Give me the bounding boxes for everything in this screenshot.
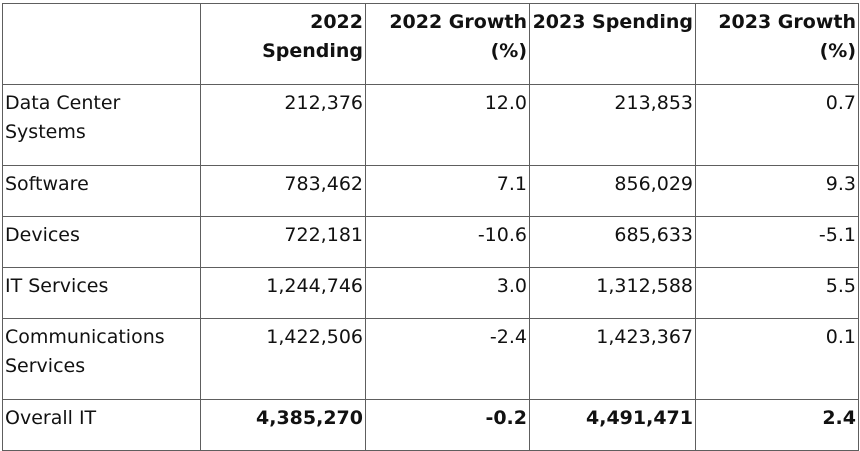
cell-2022-spending: 4,385,270 xyxy=(200,399,366,451)
table-row: IT Services 1,244,746 3.0 1,312,588 5.5 xyxy=(2,267,859,319)
table-row: Data Center Systems 212,376 12.0 213,853… xyxy=(2,84,859,166)
cell-2023-growth: 0.7 xyxy=(695,84,859,166)
cell-2023-growth: 0.1 xyxy=(695,318,859,400)
cell-2023-spending: 4,491,471 xyxy=(529,399,696,451)
table-row: Software 783,462 7.1 856,029 9.3 xyxy=(2,165,859,217)
row-label: IT Services xyxy=(2,267,201,319)
row-label: Overall IT xyxy=(2,399,201,451)
row-label: Software xyxy=(2,165,201,217)
header-2023-growth: 2023 Growth (%) xyxy=(695,3,859,85)
cell-2022-growth: -2.4 xyxy=(365,318,530,400)
cell-2022-spending: 212,376 xyxy=(200,84,366,166)
cell-2023-growth: 9.3 xyxy=(695,165,859,217)
cell-2023-spending: 1,312,588 xyxy=(529,267,696,319)
cell-2022-growth: -0.2 xyxy=(365,399,530,451)
cell-2023-growth: -5.1 xyxy=(695,216,859,268)
cell-2022-spending: 722,181 xyxy=(200,216,366,268)
row-label: Devices xyxy=(2,216,201,268)
cell-2022-spending: 1,244,746 xyxy=(200,267,366,319)
table-row: Devices 722,181 -10.6 685,633 -5.1 xyxy=(2,216,859,268)
cell-2022-growth: -10.6 xyxy=(365,216,530,268)
header-blank xyxy=(2,3,201,85)
cell-2023-spending: 1,423,367 xyxy=(529,318,696,400)
cell-2022-growth: 12.0 xyxy=(365,84,530,166)
cell-2023-growth: 2.4 xyxy=(695,399,859,451)
row-label: Data Center Systems xyxy=(2,84,201,166)
table-row: Communications Services 1,422,506 -2.4 1… xyxy=(2,318,859,400)
cell-2022-spending: 783,462 xyxy=(200,165,366,217)
row-label: Communications Services xyxy=(2,318,201,400)
cell-2023-spending: 213,853 xyxy=(529,84,696,166)
cell-2022-growth: 3.0 xyxy=(365,267,530,319)
header-2022-spending: 2022 Spending xyxy=(200,3,366,85)
cell-2023-growth: 5.5 xyxy=(695,267,859,319)
cell-2023-spending: 685,633 xyxy=(529,216,696,268)
header-row: 2022 Spending 2022 Growth (%) 2023 Spend… xyxy=(2,3,859,85)
cell-2023-spending: 856,029 xyxy=(529,165,696,217)
cell-2022-growth: 7.1 xyxy=(365,165,530,217)
spending-table: 2022 Spending 2022 Growth (%) 2023 Spend… xyxy=(2,3,859,451)
total-row: Overall IT 4,385,270 -0.2 4,491,471 2.4 xyxy=(2,399,859,451)
header-2023-spending: 2023 Spending xyxy=(529,3,696,85)
cell-2022-spending: 1,422,506 xyxy=(200,318,366,400)
header-2022-growth: 2022 Growth (%) xyxy=(365,3,530,85)
